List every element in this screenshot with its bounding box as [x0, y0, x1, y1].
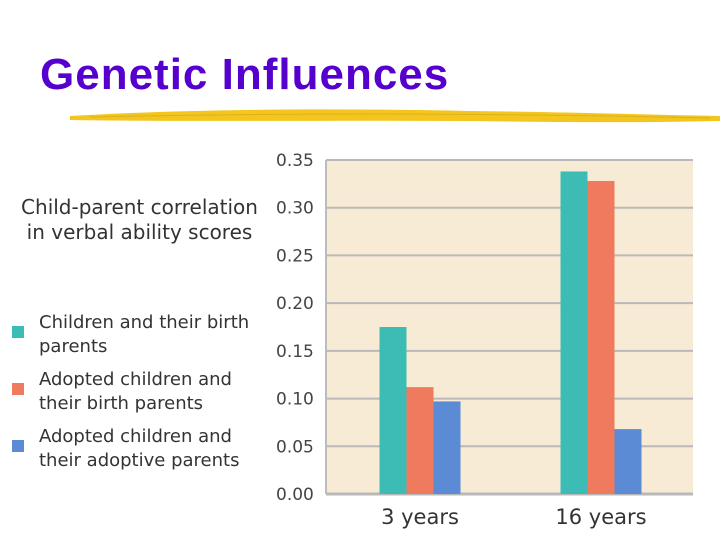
slide-title: Genetic Influences — [40, 50, 450, 99]
y-tick-label: 0.15 — [276, 342, 314, 362]
legend-label: Adopted children and their birth parents — [39, 369, 232, 414]
legend-swatch — [12, 440, 24, 452]
legend-item: Adopted children and their adoptive pare… — [12, 425, 267, 482]
bar — [560, 171, 588, 495]
legend-swatch — [12, 383, 24, 395]
legend: Children and their birth parents Adopted… — [12, 311, 267, 482]
y-tick-label: 0.00 — [276, 485, 314, 505]
y-tick-label: 0.05 — [276, 437, 314, 457]
y-tick-label: 0.20 — [276, 294, 314, 314]
bar — [433, 401, 461, 494]
x-tick-label: 16 years — [555, 505, 646, 529]
y-tick-label: 0.25 — [276, 246, 314, 266]
legend-label: Children and their birth parents — [39, 312, 250, 357]
y-tick-label: 0.10 — [276, 390, 314, 410]
x-tick-label: 3 years — [381, 505, 459, 529]
bar — [406, 387, 434, 494]
y-tick-label: 0.30 — [276, 199, 314, 219]
bar — [379, 327, 407, 494]
legend-label: Adopted children and their adoptive pare… — [39, 426, 240, 471]
y-axis-label: Child-parent correlation in verbal abili… — [21, 195, 258, 244]
legend-item: Adopted children and their birth parents — [12, 368, 267, 425]
bar — [614, 429, 642, 494]
y-tick-label: 0.35 — [276, 151, 314, 171]
legend-swatch — [12, 326, 24, 338]
legend-item: Children and their birth parents — [12, 311, 267, 368]
bar — [587, 180, 615, 494]
title-underline — [70, 109, 720, 123]
